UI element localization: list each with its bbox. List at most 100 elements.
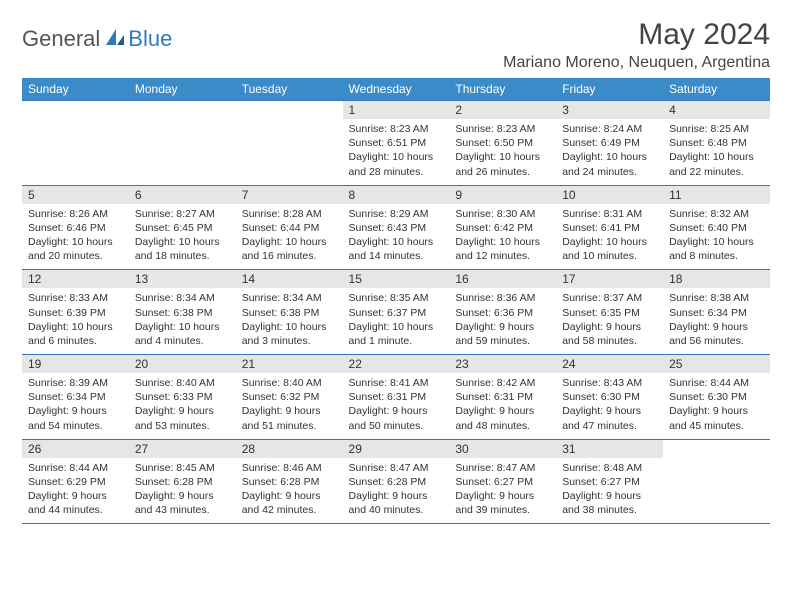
detail-line: Daylight: 9 hours: [669, 320, 764, 334]
day-detail-cell: Sunrise: 8:47 AMSunset: 6:28 PMDaylight:…: [343, 458, 450, 524]
detail-line: and 4 minutes.: [135, 334, 230, 348]
detail-line: Daylight: 9 hours: [28, 404, 123, 418]
detail-line: and 24 minutes.: [562, 165, 657, 179]
detail-line: Sunset: 6:46 PM: [28, 221, 123, 235]
detail-line: and 14 minutes.: [349, 249, 444, 263]
detail-line: Daylight: 9 hours: [349, 489, 444, 503]
detail-line: Sunrise: 8:23 AM: [349, 122, 444, 136]
detail-line: Sunset: 6:38 PM: [135, 306, 230, 320]
detail-line: Sunrise: 8:31 AM: [562, 207, 657, 221]
detail-line: Sunset: 6:28 PM: [135, 475, 230, 489]
detail-line: Daylight: 10 hours: [242, 235, 337, 249]
detail-line: and 28 minutes.: [349, 165, 444, 179]
detail-line: Daylight: 9 hours: [562, 320, 657, 334]
day-detail-cell: Sunrise: 8:45 AMSunset: 6:28 PMDaylight:…: [129, 458, 236, 524]
detail-line: Sunrise: 8:38 AM: [669, 291, 764, 305]
detail-line: Sunrise: 8:48 AM: [562, 461, 657, 475]
day-number-cell: 10: [556, 185, 663, 204]
detail-line: Sunset: 6:41 PM: [562, 221, 657, 235]
detail-line: Sunrise: 8:24 AM: [562, 122, 657, 136]
detail-line: and 1 minute.: [349, 334, 444, 348]
detail-line: Sunrise: 8:34 AM: [135, 291, 230, 305]
detail-line: Sunrise: 8:34 AM: [242, 291, 337, 305]
detail-line: Daylight: 9 hours: [28, 489, 123, 503]
detail-line: and 50 minutes.: [349, 419, 444, 433]
daynum-row: 567891011: [22, 185, 770, 204]
day-detail-cell: Sunrise: 8:44 AMSunset: 6:30 PMDaylight:…: [663, 373, 770, 439]
detail-line: Sunset: 6:29 PM: [28, 475, 123, 489]
detail-row: Sunrise: 8:23 AMSunset: 6:51 PMDaylight:…: [22, 119, 770, 185]
detail-line: and 51 minutes.: [242, 419, 337, 433]
day-number-cell: 2: [449, 101, 556, 120]
detail-line: Daylight: 9 hours: [135, 404, 230, 418]
day-number-cell: 11: [663, 185, 770, 204]
day-header: Friday: [556, 78, 663, 101]
detail-line: and 48 minutes.: [455, 419, 550, 433]
day-detail-cell: Sunrise: 8:42 AMSunset: 6:31 PMDaylight:…: [449, 373, 556, 439]
header: General Blue May 2024 Mariano Moreno, Ne…: [22, 18, 770, 72]
detail-line: Daylight: 9 hours: [455, 320, 550, 334]
day-number-cell: 20: [129, 355, 236, 374]
detail-line: Sunrise: 8:27 AM: [135, 207, 230, 221]
detail-line: Sunset: 6:31 PM: [349, 390, 444, 404]
detail-line: Daylight: 9 hours: [135, 489, 230, 503]
detail-line: Sunset: 6:39 PM: [28, 306, 123, 320]
detail-line: Sunset: 6:27 PM: [455, 475, 550, 489]
detail-line: and 59 minutes.: [455, 334, 550, 348]
detail-line: and 54 minutes.: [28, 419, 123, 433]
day-detail-cell: [236, 119, 343, 185]
detail-line: and 6 minutes.: [28, 334, 123, 348]
detail-line: Sunset: 6:40 PM: [669, 221, 764, 235]
day-number-cell: 28: [236, 439, 343, 458]
detail-line: Daylight: 10 hours: [349, 235, 444, 249]
logo-text-blue: Blue: [128, 26, 172, 52]
day-detail-cell: Sunrise: 8:40 AMSunset: 6:32 PMDaylight:…: [236, 373, 343, 439]
day-number-cell: 26: [22, 439, 129, 458]
detail-line: Sunrise: 8:41 AM: [349, 376, 444, 390]
detail-line: Sunrise: 8:47 AM: [349, 461, 444, 475]
detail-line: and 12 minutes.: [455, 249, 550, 263]
detail-line: and 38 minutes.: [562, 503, 657, 517]
detail-line: Sunset: 6:44 PM: [242, 221, 337, 235]
detail-line: Daylight: 10 hours: [349, 150, 444, 164]
day-detail-cell: Sunrise: 8:23 AMSunset: 6:50 PMDaylight:…: [449, 119, 556, 185]
detail-line: Sunset: 6:51 PM: [349, 136, 444, 150]
day-number-cell: 3: [556, 101, 663, 120]
detail-line: Sunrise: 8:45 AM: [135, 461, 230, 475]
detail-line: Sunrise: 8:30 AM: [455, 207, 550, 221]
detail-line: Sunrise: 8:23 AM: [455, 122, 550, 136]
day-number-cell: 6: [129, 185, 236, 204]
day-number-cell: 7: [236, 185, 343, 204]
day-number-cell: [129, 101, 236, 120]
detail-line: Sunrise: 8:25 AM: [669, 122, 764, 136]
detail-line: Daylight: 10 hours: [28, 320, 123, 334]
detail-row: Sunrise: 8:33 AMSunset: 6:39 PMDaylight:…: [22, 288, 770, 354]
day-detail-cell: Sunrise: 8:27 AMSunset: 6:45 PMDaylight:…: [129, 204, 236, 270]
bottom-border: [22, 523, 770, 524]
day-detail-cell: Sunrise: 8:41 AMSunset: 6:31 PMDaylight:…: [343, 373, 450, 439]
detail-line: Sunset: 6:34 PM: [28, 390, 123, 404]
detail-line: and 18 minutes.: [135, 249, 230, 263]
logo: General Blue: [22, 26, 172, 52]
detail-line: and 43 minutes.: [135, 503, 230, 517]
detail-line: Sunrise: 8:26 AM: [28, 207, 123, 221]
detail-line: Sunrise: 8:43 AM: [562, 376, 657, 390]
day-number-cell: 21: [236, 355, 343, 374]
day-number-cell: 8: [343, 185, 450, 204]
detail-line: Sunrise: 8:29 AM: [349, 207, 444, 221]
detail-line: and 26 minutes.: [455, 165, 550, 179]
detail-line: and 40 minutes.: [349, 503, 444, 517]
day-detail-cell: Sunrise: 8:32 AMSunset: 6:40 PMDaylight:…: [663, 204, 770, 270]
page-title: May 2024: [503, 18, 770, 52]
detail-line: Daylight: 10 hours: [455, 235, 550, 249]
detail-line: Sunrise: 8:36 AM: [455, 291, 550, 305]
detail-line: Sunset: 6:38 PM: [242, 306, 337, 320]
calendar-table: Sunday Monday Tuesday Wednesday Thursday…: [22, 78, 770, 523]
detail-line: Sunset: 6:34 PM: [669, 306, 764, 320]
day-header: Saturday: [663, 78, 770, 101]
location-label: Mariano Moreno, Neuquen, Argentina: [503, 54, 770, 72]
day-number-cell: [22, 101, 129, 120]
detail-line: Sunrise: 8:33 AM: [28, 291, 123, 305]
day-detail-cell: [129, 119, 236, 185]
detail-line: Sunrise: 8:44 AM: [669, 376, 764, 390]
